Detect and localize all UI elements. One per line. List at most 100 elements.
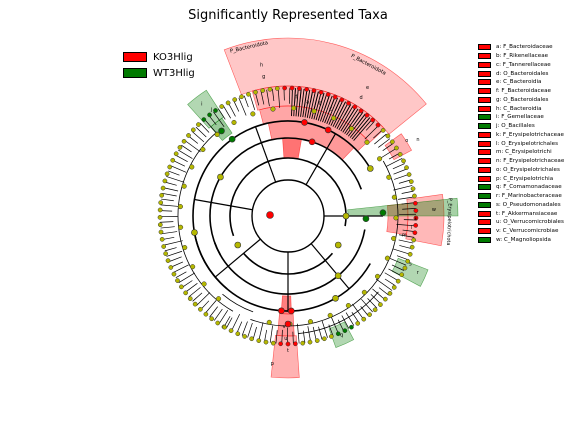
clade-node <box>228 135 236 143</box>
clade-code-label: u <box>284 336 287 342</box>
leaf-branch <box>172 264 189 273</box>
leaf-branch <box>292 331 294 344</box>
leaf-branch <box>370 294 382 305</box>
taxa-legend-label: e: C_Bacteroidia <box>496 79 542 86</box>
leaf-node <box>183 290 188 296</box>
inner-node <box>393 215 399 221</box>
leaf-branch <box>166 176 185 183</box>
taxa-legend-item: w: C_Magnoliopsida <box>478 236 576 245</box>
leaf-node <box>192 301 198 307</box>
leaf-branch <box>264 329 268 342</box>
leaf-branch <box>168 256 182 263</box>
leaf-branch <box>351 117 371 140</box>
leaf-branch <box>300 88 305 117</box>
taxa-legend-label: l: O_Erysipelotrichales <box>496 140 559 147</box>
clade-code-label: t <box>287 348 289 354</box>
inner-node <box>384 255 390 261</box>
leaf-branch <box>402 229 416 232</box>
leaf-node <box>311 88 317 94</box>
leaf-branch <box>164 247 177 252</box>
leaf-branch <box>384 278 396 287</box>
leaf-branch <box>231 313 241 332</box>
leaf-node <box>222 324 227 330</box>
leaf-node <box>157 222 163 228</box>
cladogram-branches <box>159 88 416 345</box>
leaf-branch <box>272 88 275 102</box>
clade-code-label: b <box>318 100 321 106</box>
leaf-branch <box>378 138 391 148</box>
leaf-branch <box>160 204 179 207</box>
legend-swatch-red <box>123 52 147 62</box>
leaf-branch <box>318 326 323 340</box>
taxa-legend-item: l: O_Erysipelotrichales <box>478 139 576 148</box>
clade-code-label: f <box>295 94 297 100</box>
leaf-node <box>198 306 203 312</box>
inner-node <box>178 224 184 230</box>
leaf-node <box>157 207 163 213</box>
leaf-branch <box>337 319 345 332</box>
leaf-node <box>267 86 273 92</box>
taxa-legend-label: f: F_Bacteroidaceae <box>496 88 551 95</box>
ring-arc <box>209 137 363 256</box>
inner-node <box>291 105 297 111</box>
clade-node <box>342 212 350 220</box>
inner-node <box>200 146 206 153</box>
clade-code-label: i <box>201 102 202 108</box>
taxa-legend-swatch <box>478 175 491 182</box>
leaf-branch <box>322 95 333 123</box>
inner-node <box>182 245 188 251</box>
taxa-legend-item: f: F_Bacteroidaceae <box>478 87 576 96</box>
leaf-branch <box>347 113 366 137</box>
leaf-node <box>285 341 291 347</box>
leaf-node <box>412 193 417 199</box>
leaf-node <box>342 328 348 334</box>
cladogram-nodes <box>157 85 419 347</box>
taxa-legend-swatch <box>478 96 491 103</box>
leaf-branch <box>336 104 352 130</box>
leaf-node <box>270 340 276 346</box>
leaf-node <box>239 94 244 100</box>
taxa-legend-label: p: C_Erysipelotrichia <box>496 175 554 182</box>
leaf-node <box>225 100 231 106</box>
clade-node <box>234 241 242 249</box>
leaf-branch <box>252 326 257 340</box>
leaf-branch <box>309 90 316 119</box>
leaf-node <box>173 151 179 157</box>
taxa-legend-label: c: F_Tannerellaceae <box>496 61 551 68</box>
leaf-node <box>387 291 393 296</box>
leaf-node <box>175 278 180 283</box>
clade-node <box>288 307 295 315</box>
leaf-node <box>278 341 283 347</box>
leaf-branch <box>353 119 373 141</box>
leaf-node <box>380 128 386 133</box>
leaf-branch <box>188 287 201 298</box>
leaf-node <box>203 311 209 317</box>
clade-code-label: j <box>210 107 212 113</box>
clade-code-label: a <box>306 100 309 106</box>
clade-node <box>366 165 374 172</box>
leaf-branch <box>382 143 394 151</box>
root-node <box>266 211 274 219</box>
leaf-branch <box>332 101 346 127</box>
leaf-branch <box>233 100 240 112</box>
leaf-branch <box>196 292 211 306</box>
leaf-branch <box>269 325 273 343</box>
leaf-node <box>196 122 201 127</box>
taxa-legend-label: j: O_Bacillales <box>496 123 535 130</box>
leaf-node <box>293 341 298 347</box>
leaf-branch <box>398 179 411 184</box>
leaf-node <box>394 145 399 151</box>
clade-code-label: w <box>432 207 436 213</box>
clade-code-label: g <box>262 74 265 80</box>
legend-label: WT3Hlig <box>153 67 195 79</box>
taxa-legend-swatch <box>478 158 491 165</box>
leaf-branch <box>352 303 364 320</box>
legend-item-ko3hlig: KO3Hlig <box>118 49 268 65</box>
leaf-branch <box>164 181 177 186</box>
inner-node <box>189 164 195 170</box>
inner-node <box>216 296 222 302</box>
leaf-node <box>405 258 411 264</box>
leaf-node <box>167 164 173 170</box>
leaf-node <box>157 214 163 220</box>
